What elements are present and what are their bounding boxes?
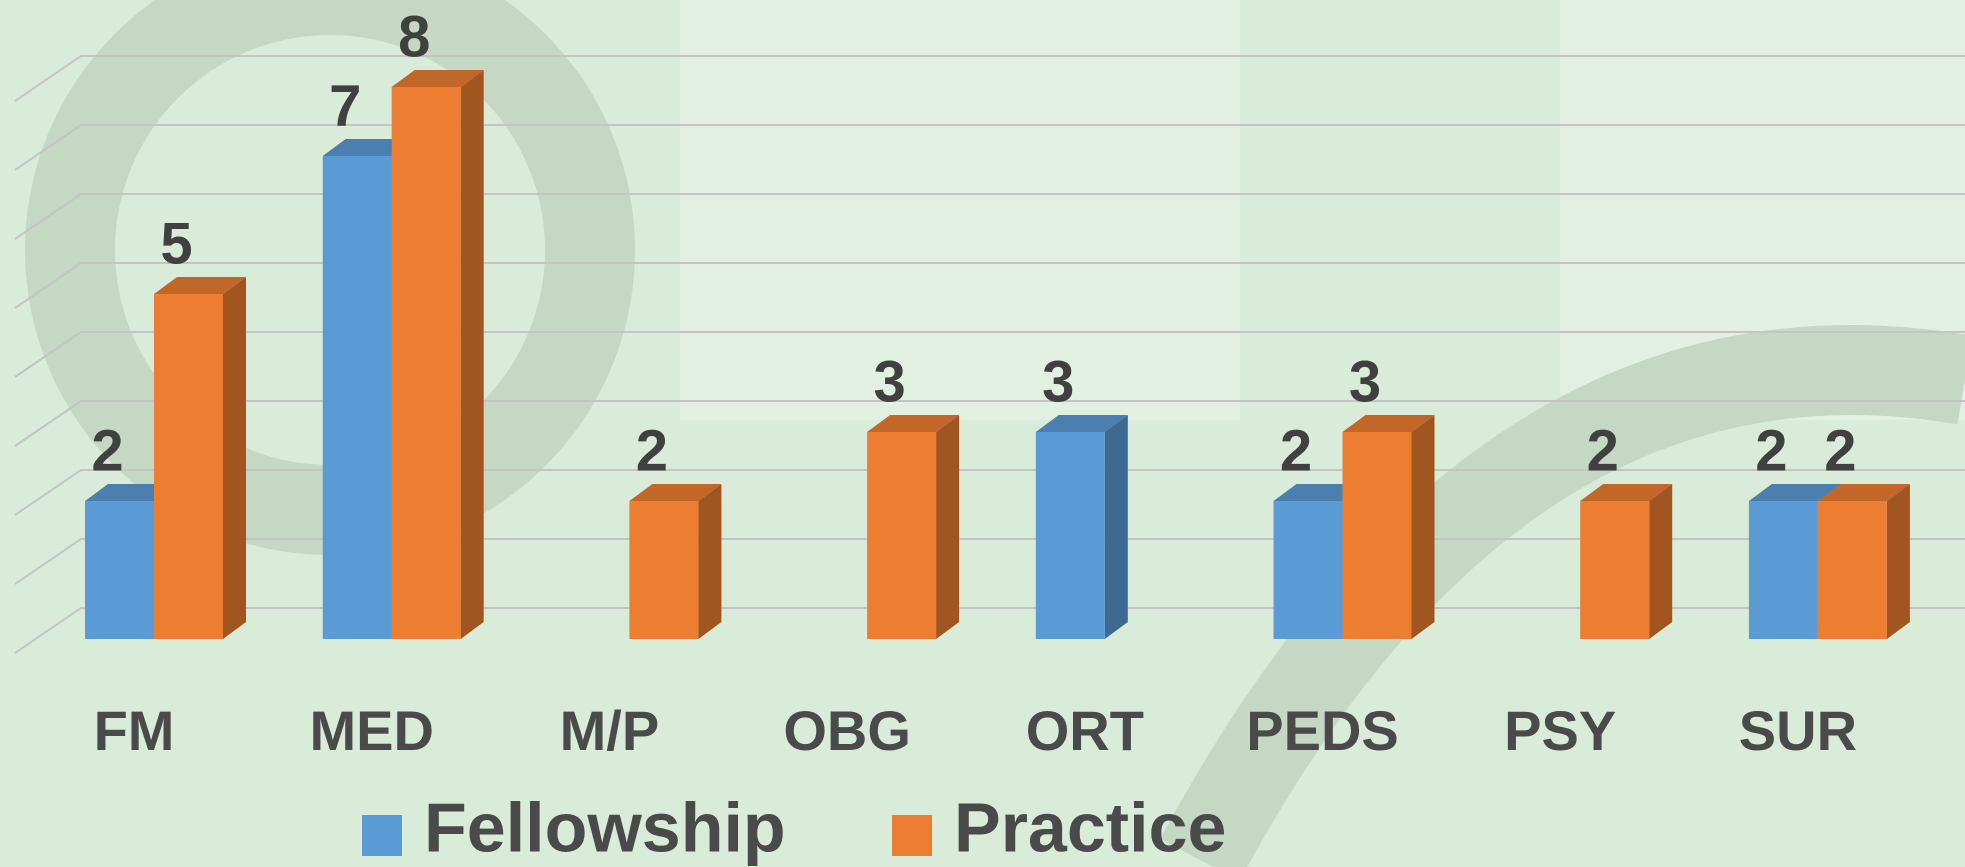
bar <box>391 87 461 639</box>
grid-line <box>14 400 1965 447</box>
legend-label: Practice <box>954 788 1226 866</box>
bar-top <box>629 484 722 501</box>
bar-top <box>1817 484 1910 501</box>
bar <box>322 156 392 639</box>
bar-top <box>867 415 960 432</box>
bar-side <box>1649 484 1673 639</box>
bar <box>1035 432 1105 639</box>
x-tick-label: OBG <box>783 699 911 762</box>
legend-label: Fellowship <box>424 788 786 866</box>
x-tick-label: FM <box>94 699 175 762</box>
bar <box>1580 501 1650 639</box>
bar-side <box>1411 415 1435 639</box>
legend-swatch <box>892 815 932 856</box>
data-label: 8 <box>398 4 430 69</box>
x-tick-label: M/P <box>560 699 660 762</box>
data-label: 2 <box>1824 418 1856 483</box>
bar-side <box>460 70 484 639</box>
data-label: 3 <box>1349 349 1381 414</box>
bar <box>85 501 154 639</box>
bar <box>867 432 937 639</box>
bar-top <box>1580 484 1673 501</box>
x-tick-label: ORT <box>1026 699 1144 762</box>
grid-line <box>14 607 1965 654</box>
bar <box>1748 501 1818 639</box>
grid-line <box>14 55 1965 102</box>
bar <box>1273 501 1343 639</box>
grid-line <box>14 262 1965 309</box>
bar-top <box>1748 484 1841 501</box>
bar-side <box>223 277 246 639</box>
data-label: 5 <box>160 211 192 276</box>
bar-top <box>1342 415 1435 432</box>
x-tick-label: MED <box>309 699 433 762</box>
data-label: 2 <box>636 418 668 483</box>
bar-side <box>698 484 722 639</box>
bar-top <box>391 70 484 87</box>
bar-side <box>1886 484 1910 639</box>
data-label: 3 <box>1042 349 1074 414</box>
grid-line <box>14 193 1965 240</box>
bar-side <box>1104 415 1128 639</box>
grid-line <box>14 124 1965 171</box>
bar <box>1817 501 1887 639</box>
bar-top <box>154 277 246 294</box>
bar-side <box>936 415 960 639</box>
data-label: 2 <box>91 418 123 483</box>
grid-line <box>14 331 1965 378</box>
grid-line <box>14 469 1965 516</box>
bar <box>629 501 699 639</box>
data-label: 2 <box>1587 418 1619 483</box>
data-label: 2 <box>1280 418 1312 483</box>
x-tick-label: SUR <box>1739 699 1857 762</box>
data-label: 7 <box>329 73 361 138</box>
x-tick-label: PSY <box>1504 699 1616 762</box>
data-label: 2 <box>1755 418 1787 483</box>
bar <box>154 294 223 639</box>
x-tick-label: PEDS <box>1246 699 1399 762</box>
bar-top <box>1035 415 1128 432</box>
bar <box>1342 432 1412 639</box>
legend-swatch <box>362 815 402 856</box>
data-label: 3 <box>873 349 905 414</box>
